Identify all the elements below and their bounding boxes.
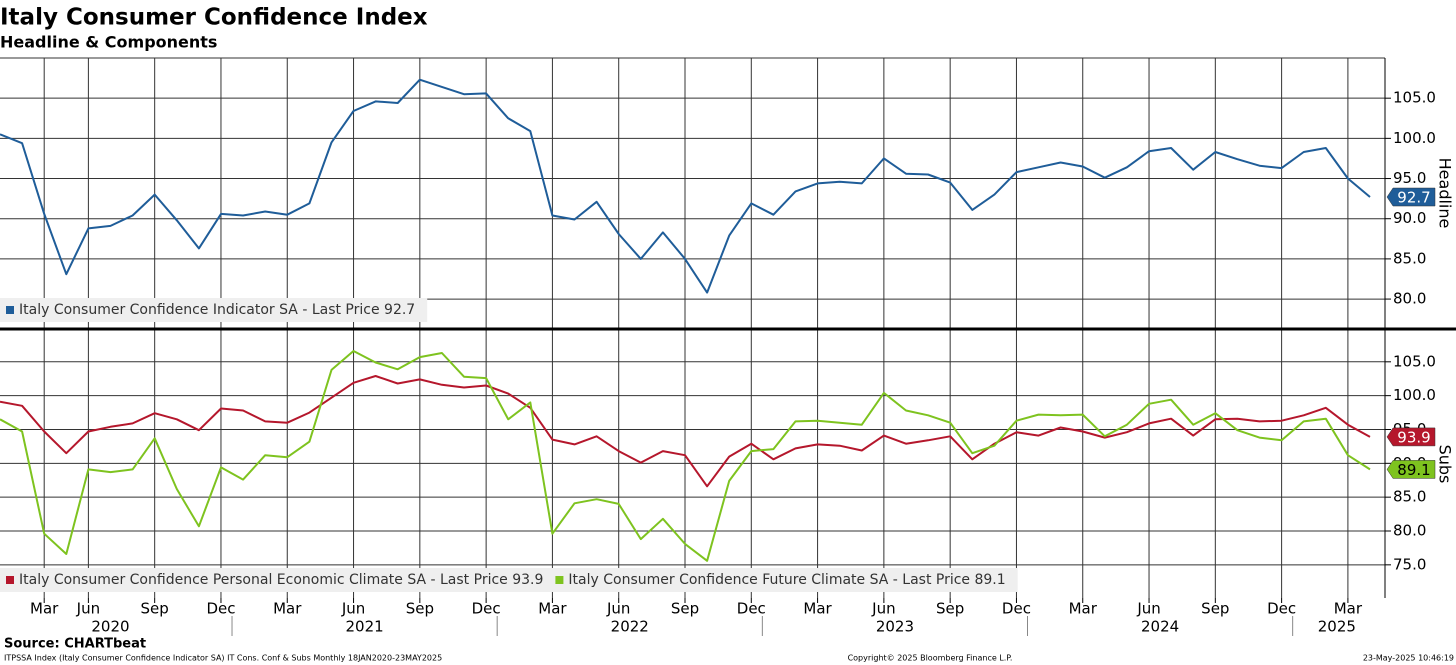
y-tick-label: 85.0 bbox=[1393, 488, 1426, 506]
x-tick-label: Mar bbox=[803, 600, 832, 618]
x-tick-label: Dec bbox=[1002, 600, 1031, 618]
last-value-label: 93.9 bbox=[1397, 428, 1430, 446]
series-line bbox=[0, 78, 1371, 294]
x-tick-label: Sep bbox=[671, 600, 699, 618]
last-value-label: 92.7 bbox=[1397, 189, 1430, 207]
legend-swatch bbox=[6, 306, 14, 314]
series-line bbox=[0, 375, 1371, 488]
y-tick-label: 80.0 bbox=[1393, 522, 1426, 540]
x-tick-label: Jun bbox=[871, 600, 895, 618]
source: Source: CHARTbeat bbox=[4, 637, 146, 652]
x-year-label: 2022 bbox=[611, 618, 649, 636]
legend-background bbox=[0, 298, 428, 322]
copyright: Copyright© 2025 Bloomberg Finance L.P. bbox=[848, 654, 1013, 663]
x-year-label: 2024 bbox=[1141, 618, 1179, 636]
x-tick-label: Dec bbox=[206, 600, 235, 618]
x-tick-label: Sep bbox=[141, 600, 169, 618]
legend-label: Italy Consumer Confidence Indicator SA -… bbox=[19, 302, 415, 318]
y-tick-label: 105.0 bbox=[1393, 352, 1436, 370]
legend-label: Italy Consumer Confidence Future Climate… bbox=[568, 572, 1005, 588]
last-value-tag bbox=[1386, 427, 1436, 447]
last-value-label: 89.1 bbox=[1397, 461, 1430, 479]
y-tick-label: 105.0 bbox=[1393, 89, 1436, 107]
x-tick-label: Jun bbox=[341, 600, 365, 618]
legend-label: Italy Consumer Confidence Personal Econo… bbox=[19, 572, 543, 588]
y-tick-label: 80.0 bbox=[1393, 290, 1426, 308]
series-line bbox=[0, 350, 1371, 562]
x-tick-label: Dec bbox=[737, 600, 766, 618]
y-tick-label: 95.0 bbox=[1393, 169, 1426, 187]
last-value-tag bbox=[1386, 460, 1436, 479]
y-axis-title: Headline bbox=[1436, 158, 1455, 229]
grid: 80.085.090.095.0100.0105.075.080.085.090… bbox=[0, 58, 1436, 598]
x-tick-label: Sep bbox=[406, 600, 434, 618]
x-tick-label: Mar bbox=[273, 600, 302, 618]
x-year-label: 2025 bbox=[1318, 618, 1356, 636]
chart-subtitle: Headline & Components bbox=[0, 33, 217, 52]
y-tick-label: 85.0 bbox=[1393, 249, 1426, 267]
x-tick-label: Jun bbox=[1136, 600, 1160, 618]
last-value-tag bbox=[1386, 187, 1436, 207]
x-tick-label: Mar bbox=[30, 600, 59, 618]
x-tick-label: Sep bbox=[1201, 600, 1229, 618]
x-year-label: 2023 bbox=[876, 618, 914, 636]
x-tick-label: Jun bbox=[76, 600, 100, 618]
lines bbox=[0, 78, 1371, 562]
x-tick-label: Mar bbox=[1334, 600, 1363, 618]
x-year-label: 2021 bbox=[346, 618, 384, 636]
legend-swatch bbox=[6, 576, 14, 584]
x-year-label: 2020 bbox=[91, 618, 129, 636]
x-tick-label: Sep bbox=[936, 600, 964, 618]
x-tick-label: Mar bbox=[538, 600, 567, 618]
legend-swatch bbox=[555, 576, 564, 584]
legend-background bbox=[0, 568, 1018, 592]
x-tick-label: Mar bbox=[1069, 600, 1098, 618]
y-tick-label: 100.0 bbox=[1393, 129, 1436, 147]
y-axis-title: Subs bbox=[1436, 445, 1455, 484]
x-tick-label: Dec bbox=[1267, 600, 1296, 618]
overlay: 92.7 Italy Consumer Confidence Indicator … bbox=[0, 58, 1456, 636]
chart-title: Italy Consumer Confidence Index bbox=[0, 5, 428, 31]
timestamp: 23-May-2025 10:46:19 bbox=[1363, 654, 1454, 663]
y-tick-label: 75.0 bbox=[1393, 555, 1426, 573]
y-tick-label: 100.0 bbox=[1393, 386, 1436, 404]
y-tick-label: 90.0 bbox=[1393, 209, 1426, 227]
description: ITPSSA Index (Italy Consumer Confidence … bbox=[4, 654, 442, 663]
x-tick-label: Dec bbox=[472, 600, 501, 618]
x-tick-label: Jun bbox=[606, 600, 630, 618]
